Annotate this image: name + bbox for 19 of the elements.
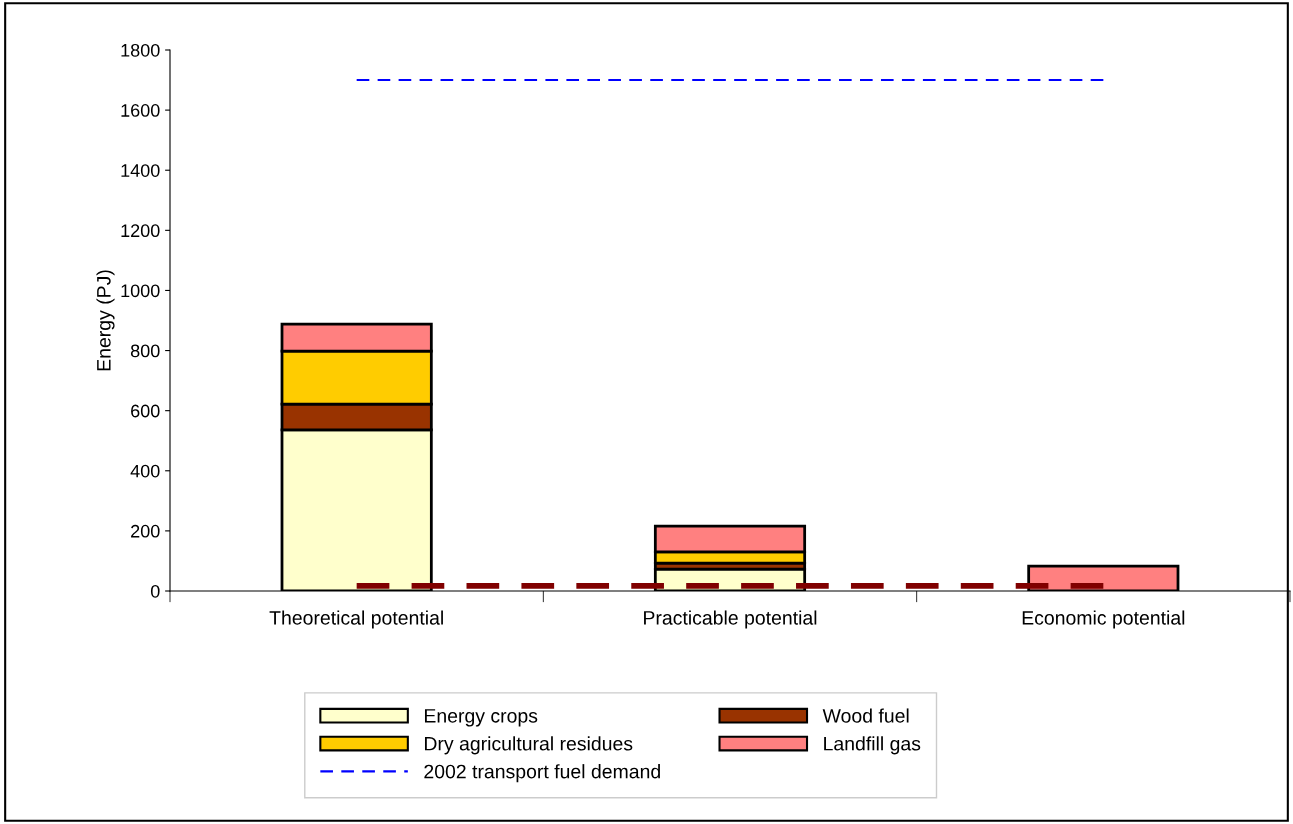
- legend-label: Landfill gas: [824, 736, 921, 755]
- y-tick-label: 800: [130, 344, 160, 358]
- y-tick-label: 1800: [121, 43, 160, 57]
- y-tick-label: 1000: [121, 284, 160, 298]
- legend-label: Energy crops: [424, 709, 538, 727]
- x-tick-label: Practicable potential: [644, 610, 817, 629]
- legend-label: 2002 transport fuel demand: [424, 764, 660, 783]
- y-tick-label: 0: [150, 584, 160, 598]
- y-tick-label: 400: [130, 464, 160, 478]
- y-tick-label: 600: [131, 404, 160, 418]
- y-tick-label: 1600: [121, 104, 160, 117]
- y-tick-label: 1200: [121, 224, 160, 238]
- y-axis-title: Energy (PJ): [96, 270, 115, 371]
- x-tick-label: Theoretical potential: [269, 610, 443, 629]
- y-tick-label: 200: [131, 524, 160, 538]
- legend-label: Wood fuel: [822, 708, 909, 723]
- legend-label: Dry agricultural residues: [424, 736, 633, 755]
- x-tick-label: Economic potential: [1022, 610, 1185, 629]
- y-tick-label: 1400: [121, 164, 160, 177]
